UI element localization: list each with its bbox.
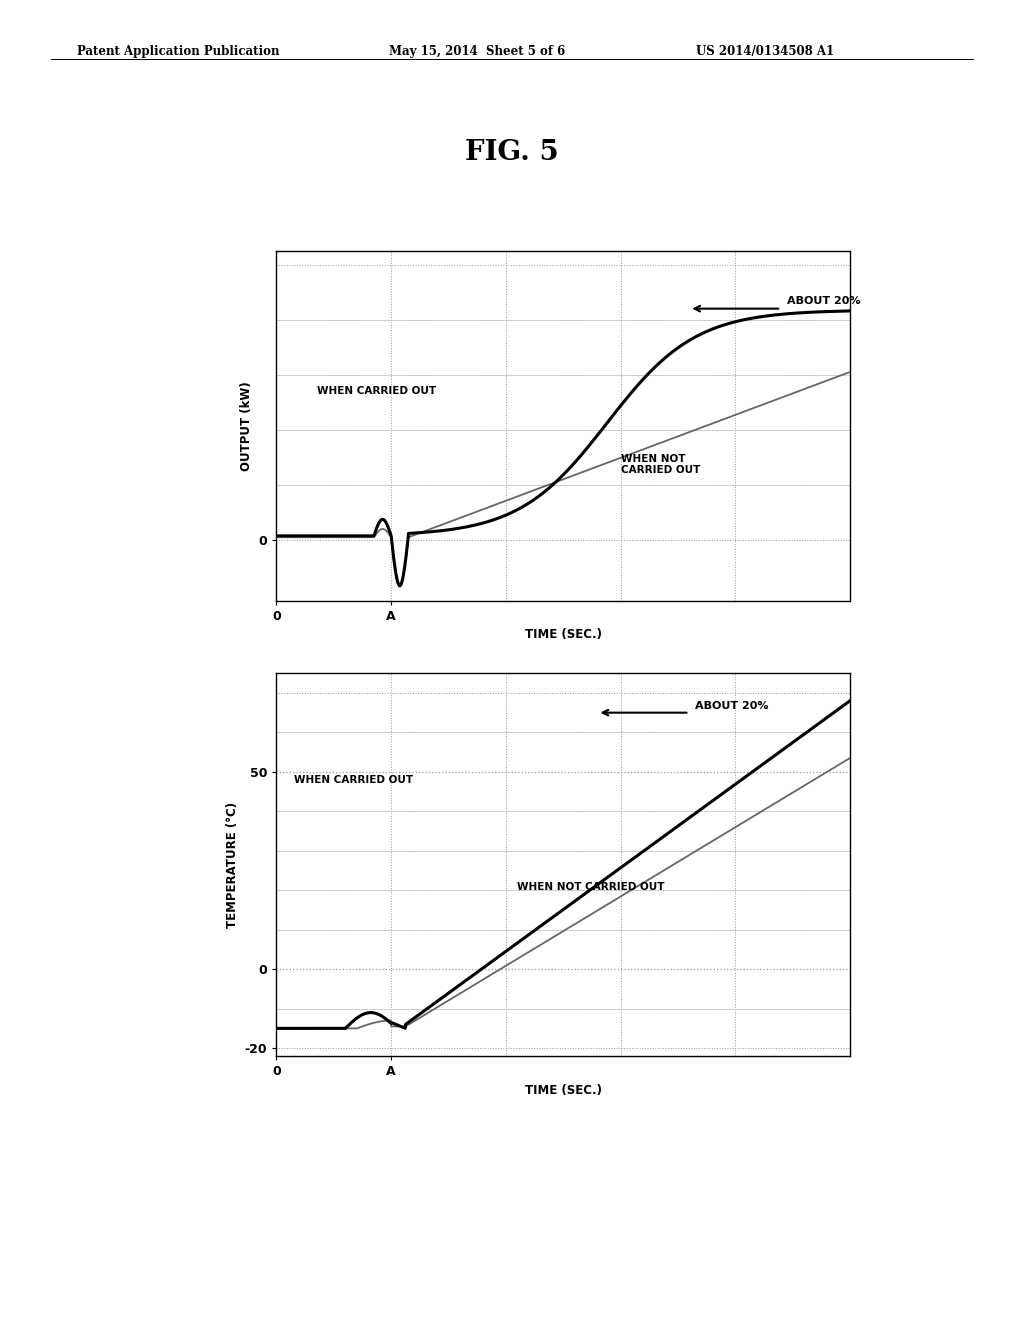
Text: US 2014/0134508 A1: US 2014/0134508 A1 (696, 45, 835, 58)
Text: ABOUT 20%: ABOUT 20% (695, 701, 769, 710)
Text: WHEN NOT
CARRIED OUT: WHEN NOT CARRIED OUT (621, 454, 700, 475)
Y-axis label: OUTPUT (kW): OUTPUT (kW) (241, 381, 253, 470)
Text: WHEN CARRIED OUT: WHEN CARRIED OUT (316, 385, 436, 396)
X-axis label: TIME (SEC.): TIME (SEC.) (524, 1084, 602, 1097)
Y-axis label: TEMPERATURE (°C): TEMPERATURE (°C) (226, 801, 240, 928)
Text: ABOUT 20%: ABOUT 20% (786, 296, 860, 306)
Text: WHEN NOT CARRIED OUT: WHEN NOT CARRIED OUT (517, 882, 665, 892)
X-axis label: TIME (SEC.): TIME (SEC.) (524, 628, 602, 642)
Text: Patent Application Publication: Patent Application Publication (77, 45, 280, 58)
Text: May 15, 2014  Sheet 5 of 6: May 15, 2014 Sheet 5 of 6 (389, 45, 565, 58)
Text: WHEN CARRIED OUT: WHEN CARRIED OUT (294, 775, 413, 785)
Text: FIG. 5: FIG. 5 (465, 139, 559, 165)
